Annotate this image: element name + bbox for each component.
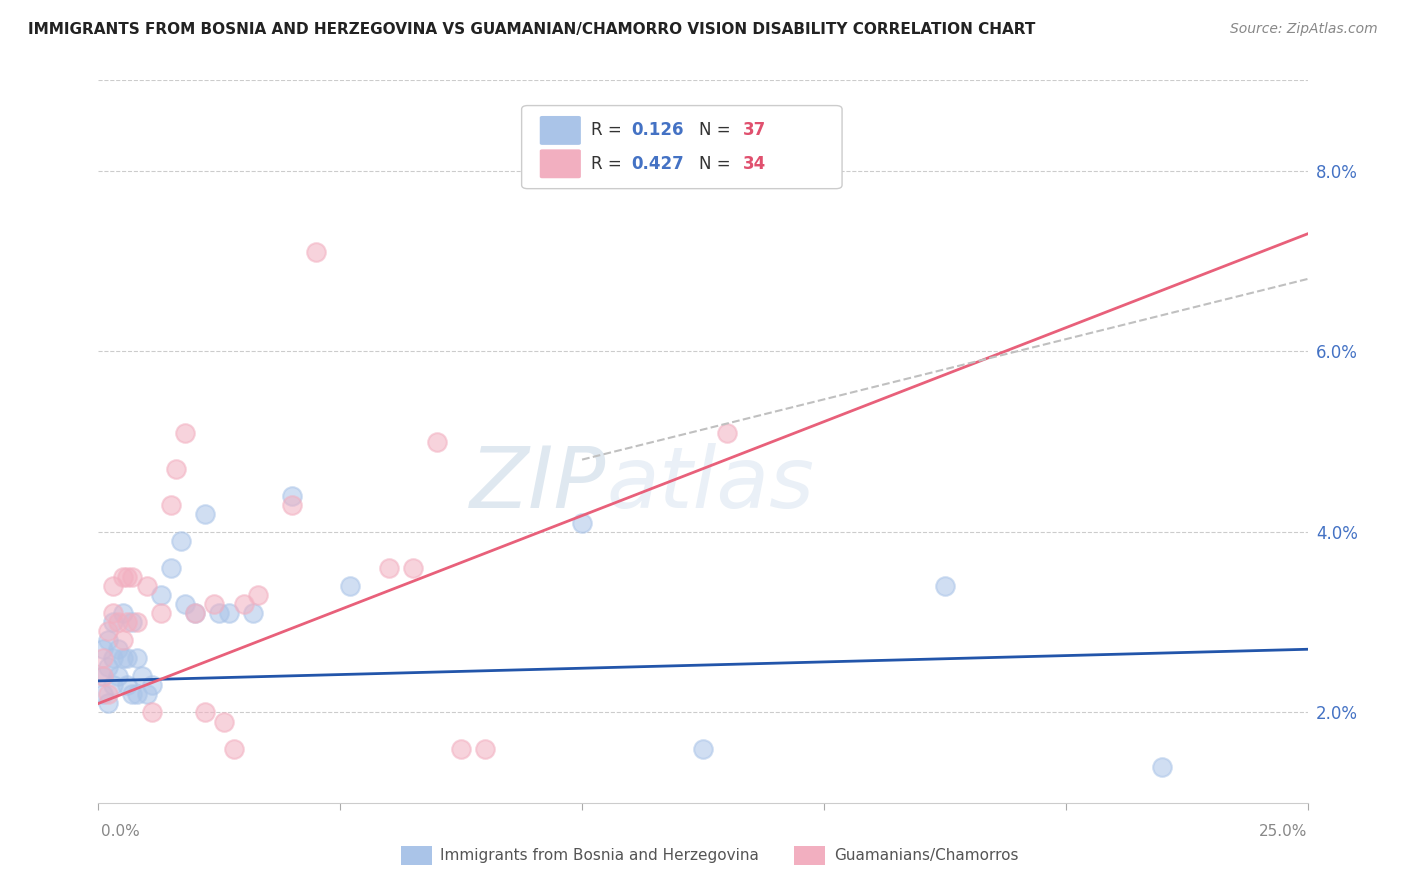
Point: [91, 669, 114, 683]
Point: [141, 706, 163, 720]
Point: [111, 651, 134, 665]
Point: [247, 588, 270, 602]
Point: [127, 687, 149, 701]
Point: [194, 507, 217, 521]
Point: [232, 597, 254, 611]
Point: [97, 633, 120, 648]
Point: [339, 579, 361, 593]
Point: [127, 615, 149, 630]
Point: [131, 669, 153, 683]
Point: [716, 425, 738, 440]
Text: 0.126: 0.126: [631, 121, 685, 139]
Point: [150, 588, 173, 602]
Point: [101, 606, 124, 620]
Point: [107, 669, 129, 683]
Point: [91, 669, 114, 683]
Point: [305, 244, 328, 259]
Point: [184, 606, 207, 620]
Point: [135, 687, 157, 701]
Point: [101, 615, 124, 630]
Text: atlas: atlas: [606, 443, 814, 526]
Point: [97, 660, 120, 674]
Text: 0.0%: 0.0%: [101, 824, 141, 838]
Text: IMMIGRANTS FROM BOSNIA AND HERZEGOVINA VS GUAMANIAN/CHAMORRO VISION DISABILITY C: IMMIGRANTS FROM BOSNIA AND HERZEGOVINA V…: [28, 22, 1035, 37]
Point: [1152, 760, 1174, 774]
Point: [111, 570, 134, 584]
Point: [121, 615, 143, 630]
Text: N =: N =: [699, 155, 737, 173]
Point: [101, 651, 124, 665]
Point: [160, 498, 183, 512]
Text: 25.0%: 25.0%: [1260, 824, 1308, 838]
Point: [111, 606, 134, 620]
Point: [208, 606, 231, 620]
Point: [281, 489, 304, 503]
Point: [450, 741, 472, 756]
Text: 37: 37: [742, 121, 766, 139]
Point: [117, 570, 139, 584]
Point: [692, 741, 714, 756]
Text: 34: 34: [742, 155, 766, 173]
Point: [127, 651, 149, 665]
Point: [91, 642, 114, 657]
Point: [135, 579, 157, 593]
Point: [281, 498, 304, 512]
Point: [107, 615, 129, 630]
Point: [174, 425, 197, 440]
Point: [165, 461, 187, 475]
Point: [174, 597, 197, 611]
Point: [204, 597, 226, 611]
Point: [91, 651, 114, 665]
Point: [377, 561, 399, 575]
Point: [117, 678, 139, 692]
Text: 0.427: 0.427: [631, 155, 685, 173]
Point: [571, 516, 593, 530]
Text: ZIP: ZIP: [470, 443, 606, 526]
Point: [150, 606, 173, 620]
Point: [184, 606, 207, 620]
Text: Source: ZipAtlas.com: Source: ZipAtlas.com: [1230, 22, 1378, 37]
Point: [212, 714, 235, 729]
FancyBboxPatch shape: [540, 116, 581, 145]
Point: [222, 741, 245, 756]
Point: [91, 687, 114, 701]
Point: [97, 687, 120, 701]
Text: Guamanians/Chamorros: Guamanians/Chamorros: [834, 848, 1018, 863]
Point: [474, 741, 496, 756]
Point: [107, 642, 129, 657]
Point: [402, 561, 425, 575]
Text: N =: N =: [699, 121, 737, 139]
Point: [97, 697, 120, 711]
Point: [121, 687, 143, 701]
Point: [121, 570, 143, 584]
Point: [111, 633, 134, 648]
Point: [218, 606, 240, 620]
Point: [141, 678, 163, 692]
Point: [934, 579, 956, 593]
Point: [97, 624, 120, 639]
Point: [117, 615, 139, 630]
Point: [242, 606, 264, 620]
Point: [101, 678, 124, 692]
Point: [169, 533, 191, 548]
Point: [101, 579, 124, 593]
Point: [194, 706, 217, 720]
Point: [117, 651, 139, 665]
FancyBboxPatch shape: [522, 105, 842, 189]
Text: R =: R =: [591, 155, 627, 173]
Point: [160, 561, 183, 575]
Point: [426, 434, 449, 449]
FancyBboxPatch shape: [540, 149, 581, 178]
Text: R =: R =: [591, 121, 627, 139]
Text: Immigrants from Bosnia and Herzegovina: Immigrants from Bosnia and Herzegovina: [440, 848, 759, 863]
